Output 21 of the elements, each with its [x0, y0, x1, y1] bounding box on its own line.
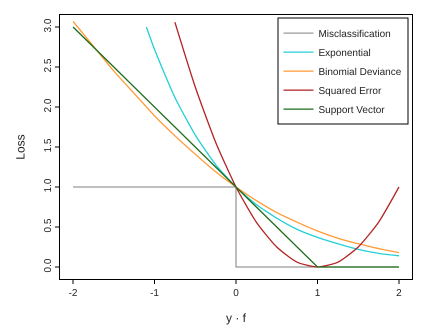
legend-label: Squared Error — [318, 86, 382, 98]
y-tick-label: 2.0 — [43, 98, 54, 112]
legend-label: Exponential — [318, 48, 371, 60]
y-tick-label: 0.0 — [43, 258, 54, 272]
x-tick-label: 1 — [314, 288, 321, 299]
legend-label: Misclassification — [318, 29, 391, 40]
y-tick-label: 2.5 — [43, 58, 54, 72]
x-tick-label: -2 — [68, 288, 78, 299]
y-tick-label: 0.5 — [43, 218, 54, 232]
x-tick-label: -1 — [150, 288, 160, 299]
legend-label: Support Vector — [318, 105, 386, 116]
y-axis-title: Loss — [13, 134, 28, 160]
x-tick-label: 2 — [396, 288, 402, 299]
x-axis-title: y · f — [226, 310, 247, 325]
y-tick-label: 1.0 — [43, 178, 54, 192]
line-series — [146, 26, 400, 256]
x-tick-label: 0 — [233, 288, 240, 299]
legend-label: Binomial Deviance — [318, 67, 402, 78]
y-tick-label: 3.0 — [43, 18, 54, 32]
line-series — [174, 22, 400, 268]
y-tick-label: 1.5 — [43, 138, 54, 152]
